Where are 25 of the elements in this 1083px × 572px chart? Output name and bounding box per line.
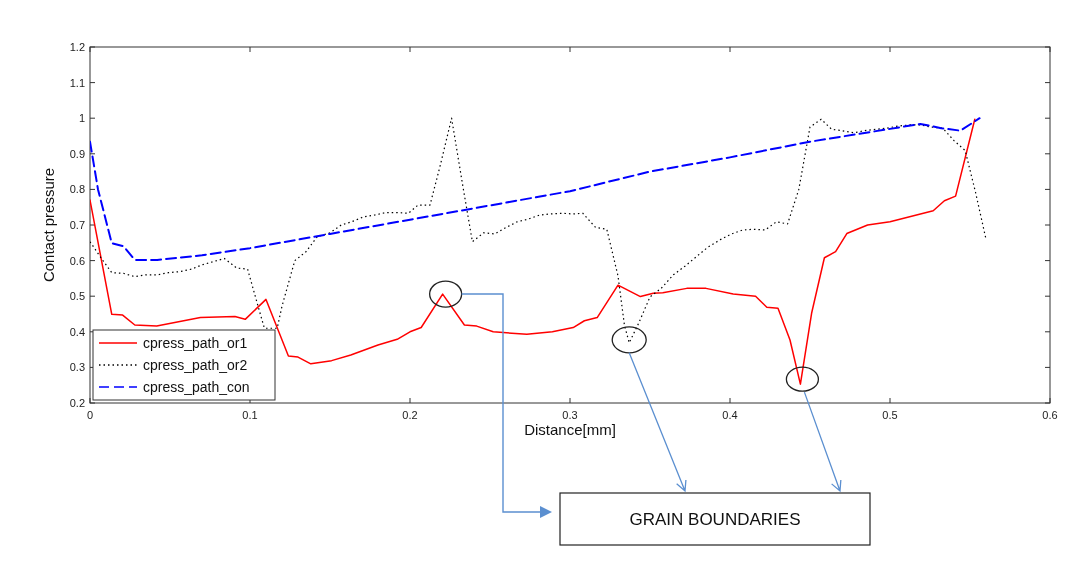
y-axis-title: Contact pressure — [40, 167, 57, 283]
x-tick-label: 0.1 — [242, 409, 258, 421]
y-tick-label: 0.9 — [69, 147, 85, 160]
y-tick-label: 0.6 — [69, 254, 85, 267]
legend-label: cpress_path_or2 — [143, 357, 248, 373]
x-tick-label: 0 — [86, 409, 94, 421]
x-axis-title: Distance[mm] — [524, 421, 616, 438]
y-tick-label: 1.2 — [69, 41, 85, 53]
y-tick-label: 0.5 — [69, 290, 85, 303]
legend-label: cpress_path_or1 — [143, 335, 248, 351]
x-tick-label: 0.3 — [562, 409, 578, 421]
y-tick-label: 1 — [78, 112, 85, 125]
x-tick-label: 0.5 — [882, 409, 898, 421]
y-tick-label: 1.1 — [69, 76, 85, 89]
text: GRAIN BOUNDARIES — [629, 510, 801, 529]
y-tick-label: 0.2 — [69, 397, 85, 409]
y-tick-label: 0.8 — [69, 183, 85, 196]
x-tick-label: 0.4 — [722, 409, 738, 421]
y-tick-label: 0.3 — [69, 361, 85, 374]
x-tick-label: 0.6 — [1042, 409, 1058, 421]
y-tick-label: 0.4 — [69, 325, 85, 338]
y-tick-label: 0.7 — [69, 219, 85, 231]
x-tick-label: 0.2 — [402, 409, 418, 421]
line-series — [90, 117, 981, 261]
legend-label: cpress_path_con — [143, 379, 250, 395]
